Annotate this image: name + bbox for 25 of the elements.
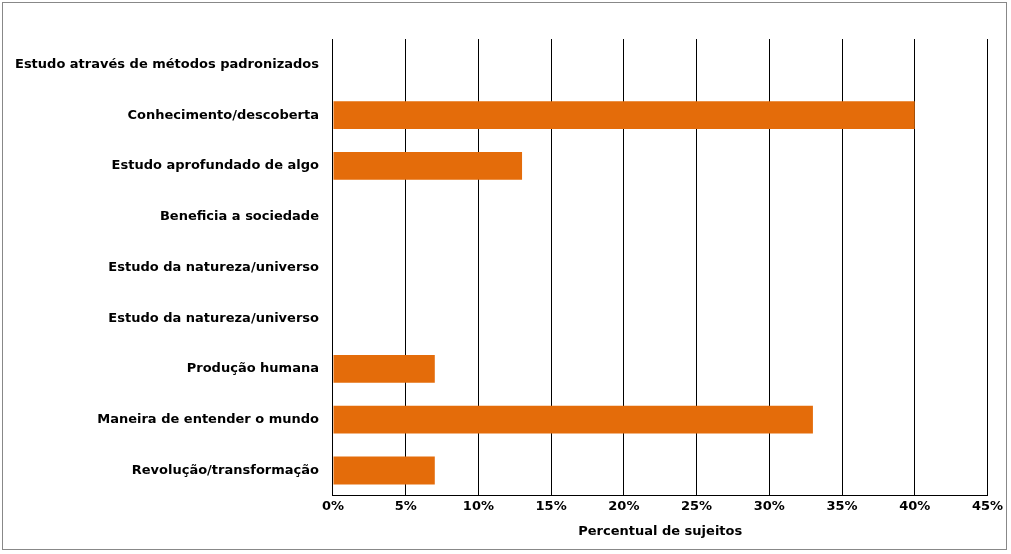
y-tick-label: Produção humana [186, 360, 319, 376]
y-tick-label: Conhecimento/descoberta [127, 106, 319, 122]
x-tick-label: 0% [321, 497, 345, 513]
y-tick-label: Estudo da natureza/universo [108, 309, 320, 325]
x-tick-label: 30% [753, 497, 785, 513]
y-tick-label: Estudo da natureza/universo [108, 258, 320, 274]
y-tick-label: Revolução/transformação [131, 461, 320, 477]
bar [333, 151, 523, 180]
bar [333, 456, 435, 485]
x-tick-label: 25% [681, 497, 713, 513]
x-tick-label: 45% [971, 497, 1003, 513]
bar [333, 354, 435, 383]
x-axis-title: Percentual de sujeitos [578, 522, 743, 538]
x-tick-label: 10% [462, 497, 494, 513]
y-tick-label: Estudo através de métodos padronizados [15, 55, 320, 71]
x-tick-label: 15% [535, 497, 567, 513]
x-tick-label: 20% [608, 497, 640, 513]
x-tick-label: 35% [826, 497, 858, 513]
y-tick-label: Beneficia a sociedade [159, 208, 320, 224]
x-tick-label: 40% [899, 497, 931, 513]
bar [333, 101, 915, 130]
y-tick-label: Maneira de entender o mundo [97, 411, 320, 427]
y-tick-label: Estudo aprofundado de algo [111, 157, 320, 173]
bar [333, 405, 813, 434]
x-tick-label: 5% [394, 497, 417, 513]
